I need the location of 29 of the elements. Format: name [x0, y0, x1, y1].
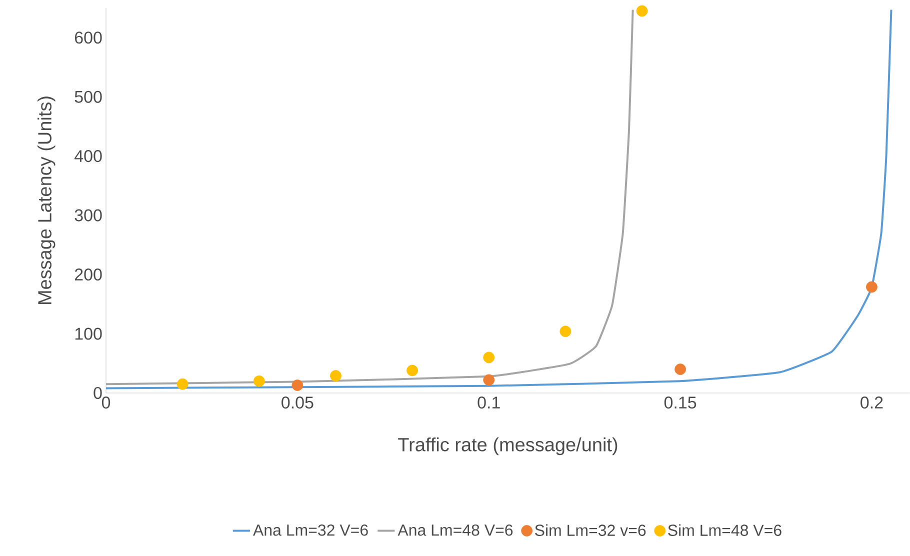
- x-tick-label: 0.15: [664, 396, 696, 409]
- point: [560, 326, 572, 338]
- y-tick-label: 100: [75, 328, 102, 340]
- legend-label: Ana Lm=32 V=6: [253, 524, 368, 536]
- point: [866, 281, 878, 293]
- y-tick-label: 600: [74, 32, 102, 44]
- point: [330, 370, 342, 382]
- point: [253, 375, 265, 387]
- x-tick-label: 0.2: [860, 396, 883, 409]
- legend-label: Sim Lm=32 v=6: [535, 524, 646, 536]
- point: [406, 364, 418, 376]
- y-axis-title: Message Latency (Units): [38, 96, 56, 304]
- point: [176, 378, 188, 390]
- point: [636, 5, 648, 17]
- y-tick-label: 500: [74, 90, 102, 103]
- point: [292, 380, 304, 391]
- x-axis-title: Traffic rate (message/unit): [398, 437, 618, 456]
- legend-label: Sim Lm=48 V=6: [668, 524, 782, 536]
- y-tick-label: 300: [74, 209, 102, 222]
- legend-label: Ana Lm=48 V=6: [398, 524, 513, 536]
- y-tick-label: 400: [74, 150, 102, 162]
- point: [483, 352, 495, 364]
- x-tick-label: 0.05: [282, 396, 314, 409]
- x-tick-label: 0: [102, 396, 110, 409]
- point: [674, 364, 686, 375]
- point: [483, 374, 495, 386]
- y-tick-label: 0: [94, 386, 102, 400]
- y-tick-label: 200: [74, 268, 102, 281]
- x-tick-label: 0.1: [478, 396, 500, 409]
